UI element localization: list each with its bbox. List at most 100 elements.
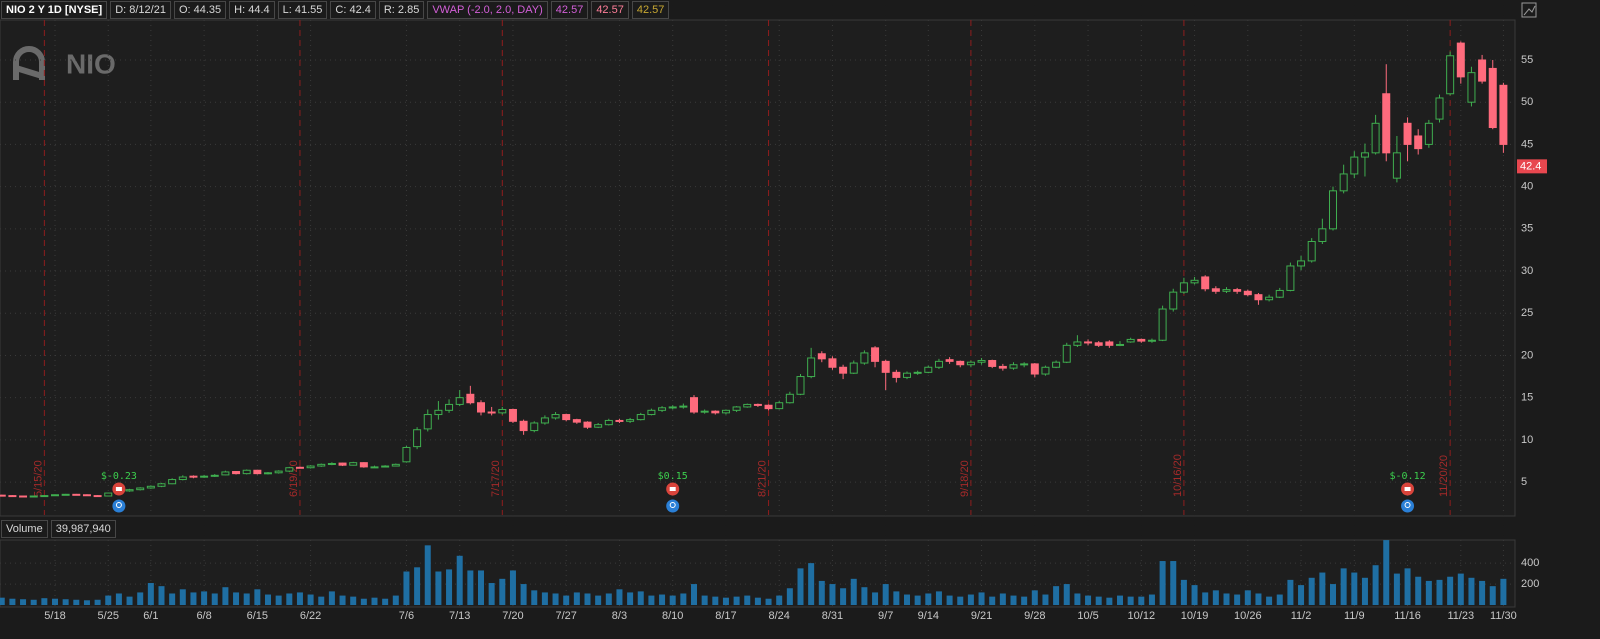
- candle-body: [1169, 291, 1178, 310]
- candle-body: [402, 446, 411, 463]
- candle-body: [498, 408, 507, 414]
- volume-bar: [531, 590, 538, 605]
- volume-bar: [967, 594, 974, 605]
- candle-body: [1211, 288, 1220, 292]
- panel-menu-icon-glyph: [1523, 5, 1536, 16]
- price-panel: [0, 19, 1516, 517]
- volume-bar: [158, 586, 165, 605]
- candle-body: [295, 466, 304, 469]
- field: D: 8/12/21: [110, 1, 171, 19]
- x-tick-label: 7/6: [399, 610, 414, 622]
- x-tick-label: 9/28: [1024, 610, 1045, 622]
- candle-body: [1105, 341, 1114, 346]
- volume-bar: [499, 578, 506, 605]
- study[interactable]: VWAP (-2.0, 2.0, DAY): [427, 1, 548, 19]
- candle-body: [349, 462, 358, 466]
- volume-bar: [1479, 580, 1486, 605]
- volume-bar: [797, 568, 804, 605]
- volume-bar: [0, 597, 5, 605]
- volume-value: 39,987,940: [50, 520, 116, 538]
- x-tick-label: 8/10: [662, 610, 683, 622]
- candle-body: [572, 419, 581, 423]
- candle-body: [1456, 42, 1465, 78]
- volume-bar: [41, 598, 48, 605]
- x-tick-label: 9/14: [918, 610, 939, 622]
- x-tick-label: 10/5: [1077, 610, 1098, 622]
- candle-body: [413, 429, 422, 448]
- study-value: 42.57: [550, 1, 589, 19]
- y-tick-label: 30: [1521, 265, 1533, 277]
- x-tick-label: 6/22: [300, 610, 321, 622]
- candle-body: [274, 470, 283, 474]
- volume-bar: [1298, 585, 1305, 605]
- volume-bar: [1457, 573, 1464, 605]
- candle-body: [668, 406, 677, 409]
- volume-bar: [360, 598, 367, 605]
- dividend-icon-glyph: [669, 502, 676, 508]
- volume-bar: [52, 598, 58, 605]
- symbol[interactable]: NIO 2 Y 1D [NYSE]: [1, 1, 108, 19]
- volume-title[interactable]: Volume: [1, 520, 48, 538]
- candle-body: [200, 475, 209, 478]
- candle-body: [1201, 276, 1210, 290]
- candle-body: [913, 371, 922, 374]
- x-tick-label: 11/2: [1291, 610, 1312, 622]
- volume-bar: [616, 589, 623, 605]
- candle-body: [636, 414, 645, 421]
- x-tick-label: 8/31: [822, 610, 843, 622]
- volume-bar: [872, 592, 879, 605]
- candle-body: [1243, 290, 1252, 296]
- volume-bar: [744, 595, 751, 605]
- candle-body: [1329, 190, 1337, 230]
- volume-bar: [552, 593, 559, 605]
- candle-body: [1424, 122, 1433, 145]
- candle-body: [551, 414, 560, 419]
- candle-body: [391, 463, 400, 467]
- field: H: 44.4: [229, 1, 275, 19]
- volume-bar: [1127, 596, 1134, 605]
- volume-bar: [339, 595, 346, 605]
- volume-bar: [201, 591, 208, 605]
- volume-bar: [1180, 579, 1187, 605]
- candle-body: [1392, 152, 1401, 179]
- candle-body: [1116, 343, 1124, 346]
- candle-body: [828, 358, 837, 368]
- volume-bar: [808, 563, 815, 605]
- volume-bar: [265, 594, 271, 605]
- volume-bar: [318, 596, 325, 605]
- earnings-icon-glyph: [1404, 487, 1411, 491]
- candle-body: [519, 420, 528, 432]
- volume-bar: [211, 593, 218, 605]
- candle-body: [189, 475, 198, 478]
- x-tick-label: 7/13: [449, 610, 470, 622]
- candle-body: [988, 360, 997, 367]
- volume-bar: [350, 596, 357, 605]
- volume-bar: [1021, 596, 1028, 605]
- volume-header: Volume 39,987,940: [1, 520, 116, 538]
- volume-bar: [925, 593, 932, 605]
- candle-body: [764, 404, 773, 410]
- y-tick-label: 45: [1521, 138, 1533, 150]
- event-label: $-0.12: [1389, 471, 1425, 482]
- volume-bar: [914, 595, 921, 605]
- volume-bar: [680, 593, 687, 605]
- volume-bar: [1074, 593, 1081, 605]
- candle-body: [1286, 265, 1295, 291]
- candle-body: [721, 409, 730, 414]
- candle-body: [924, 366, 933, 373]
- candle-body: [1414, 135, 1423, 150]
- candle-body: [434, 409, 443, 416]
- candle-body: [998, 365, 1007, 369]
- expiration-label: 9/18/20: [959, 460, 971, 497]
- volume-bar: [1436, 579, 1443, 605]
- volume-bar: [1340, 568, 1347, 605]
- volume-bar: [243, 593, 250, 605]
- volume-bar: [1404, 568, 1411, 605]
- candle-body: [839, 366, 848, 374]
- candle-body: [1488, 67, 1497, 129]
- candle-body: [508, 408, 517, 422]
- x-tick-label: 9/7: [878, 610, 893, 622]
- expiration-label: 10/16/20: [1172, 454, 1184, 497]
- candle-body: [264, 472, 272, 475]
- panel-menu-icon[interactable]: [1521, 2, 1537, 18]
